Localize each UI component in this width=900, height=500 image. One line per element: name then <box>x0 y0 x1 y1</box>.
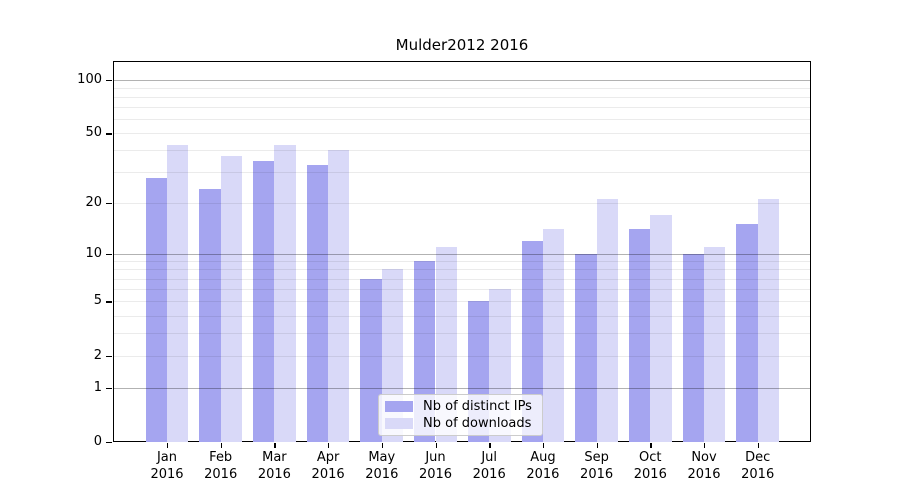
y-tick-mark <box>106 79 112 81</box>
y-tick-label: 20 <box>85 194 102 210</box>
legend-swatch-distinct-ips <box>385 401 413 412</box>
bar-distinct-ips <box>145 177 167 442</box>
grid-line-major <box>113 253 811 255</box>
bar-downloads <box>542 229 565 442</box>
grid-line-minor <box>113 355 811 357</box>
bar-distinct-ips <box>199 189 221 442</box>
x-tick-label: Sep 2016 <box>580 450 614 482</box>
y-tick-label: 100 <box>77 71 102 87</box>
x-tick-mark <box>328 443 330 448</box>
grid-line-minor <box>113 172 811 174</box>
x-tick-label: Dec 2016 <box>741 450 775 482</box>
y-tick-label: 2 <box>93 347 102 363</box>
legend: Nb of distinct IPs Nb of downloads <box>378 394 543 436</box>
x-tick-mark <box>542 443 545 448</box>
legend-swatch-downloads <box>385 418 413 429</box>
bar-distinct-ips <box>253 160 275 442</box>
bar-downloads <box>596 199 618 442</box>
bar-downloads <box>704 246 726 442</box>
y-tick-mark <box>106 442 112 444</box>
legend-label-downloads: Nb of downloads <box>423 416 532 431</box>
grid-line-minor <box>113 301 811 303</box>
y-tick-label: 50 <box>85 125 102 141</box>
x-tick-mark <box>704 443 706 448</box>
x-tick-mark <box>757 443 760 448</box>
x-tick-label: Apr 2016 <box>311 450 345 482</box>
grid-line-major <box>113 79 811 81</box>
grid-line-minor <box>113 315 811 317</box>
x-tick-mark <box>596 443 598 448</box>
grid-line-minor <box>113 202 811 204</box>
x-tick-label: May 2016 <box>365 450 399 482</box>
grid-line-minor <box>113 96 811 98</box>
bar-downloads <box>757 199 780 442</box>
y-tick-label: 0 <box>93 434 102 449</box>
bar-downloads <box>167 144 189 442</box>
y-tick-mark <box>106 133 112 135</box>
grid-line-major <box>113 387 811 389</box>
x-tick-label: Jul 2016 <box>472 450 506 482</box>
x-tick-label: Jun 2016 <box>418 450 453 482</box>
x-tick-label: Aug 2016 <box>526 450 560 482</box>
y-tick-mark <box>106 355 112 358</box>
bar-distinct-ips <box>736 224 758 442</box>
grid-line-minor <box>113 269 811 271</box>
x-tick-label: Oct 2016 <box>633 450 667 482</box>
bar-distinct-ips <box>575 253 597 442</box>
x-tick-mark <box>220 443 223 448</box>
legend-label-distinct-ips: Nb of distinct IPs <box>423 399 532 414</box>
y-tick-mark <box>106 202 112 205</box>
y-tick-label: 5 <box>93 293 102 309</box>
bar-distinct-ips <box>682 253 704 442</box>
chart-title: Mulder2012 2016 <box>395 36 529 54</box>
grid-line-minor <box>113 107 811 109</box>
x-tick-label: Mar 2016 <box>257 450 291 482</box>
grid-line-minor <box>113 333 811 335</box>
bar-downloads <box>274 144 296 442</box>
grid-line-minor <box>113 289 811 291</box>
bar-distinct-ips <box>628 229 651 442</box>
x-tick-mark <box>489 443 491 448</box>
x-tick-mark <box>274 443 276 448</box>
legend-item-distinct-ips: Nb of distinct IPs <box>385 399 536 414</box>
y-tick-mark <box>106 301 112 303</box>
x-tick-mark <box>167 443 169 448</box>
bar-downloads <box>435 246 457 442</box>
grid-line-minor <box>113 261 811 263</box>
x-tick-mark <box>435 443 437 448</box>
x-tick-mark <box>381 443 384 448</box>
y-tick-label: 10 <box>85 245 102 261</box>
grid-line-minor <box>113 150 811 152</box>
legend-item-downloads: Nb of downloads <box>385 416 536 431</box>
y-tick-label: 1 <box>93 379 102 395</box>
grid-line-minor <box>113 133 811 135</box>
x-tick-label: Nov 2016 <box>687 450 721 482</box>
bar-downloads <box>328 150 350 442</box>
grid-line-minor <box>113 87 811 89</box>
x-tick-label: Feb 2016 <box>204 450 238 482</box>
grid-line-minor <box>113 119 811 121</box>
grid-line-minor <box>113 278 811 280</box>
bar-distinct-ips <box>360 278 382 442</box>
bar-distinct-ips <box>306 165 329 442</box>
x-tick-mark <box>650 443 652 448</box>
y-tick-mark <box>106 253 112 256</box>
bar-downloads <box>220 156 243 442</box>
bar-distinct-ips <box>521 240 543 442</box>
y-tick-mark <box>106 387 112 389</box>
x-tick-label: Jan 2016 <box>150 450 184 482</box>
bar-downloads <box>650 215 672 442</box>
